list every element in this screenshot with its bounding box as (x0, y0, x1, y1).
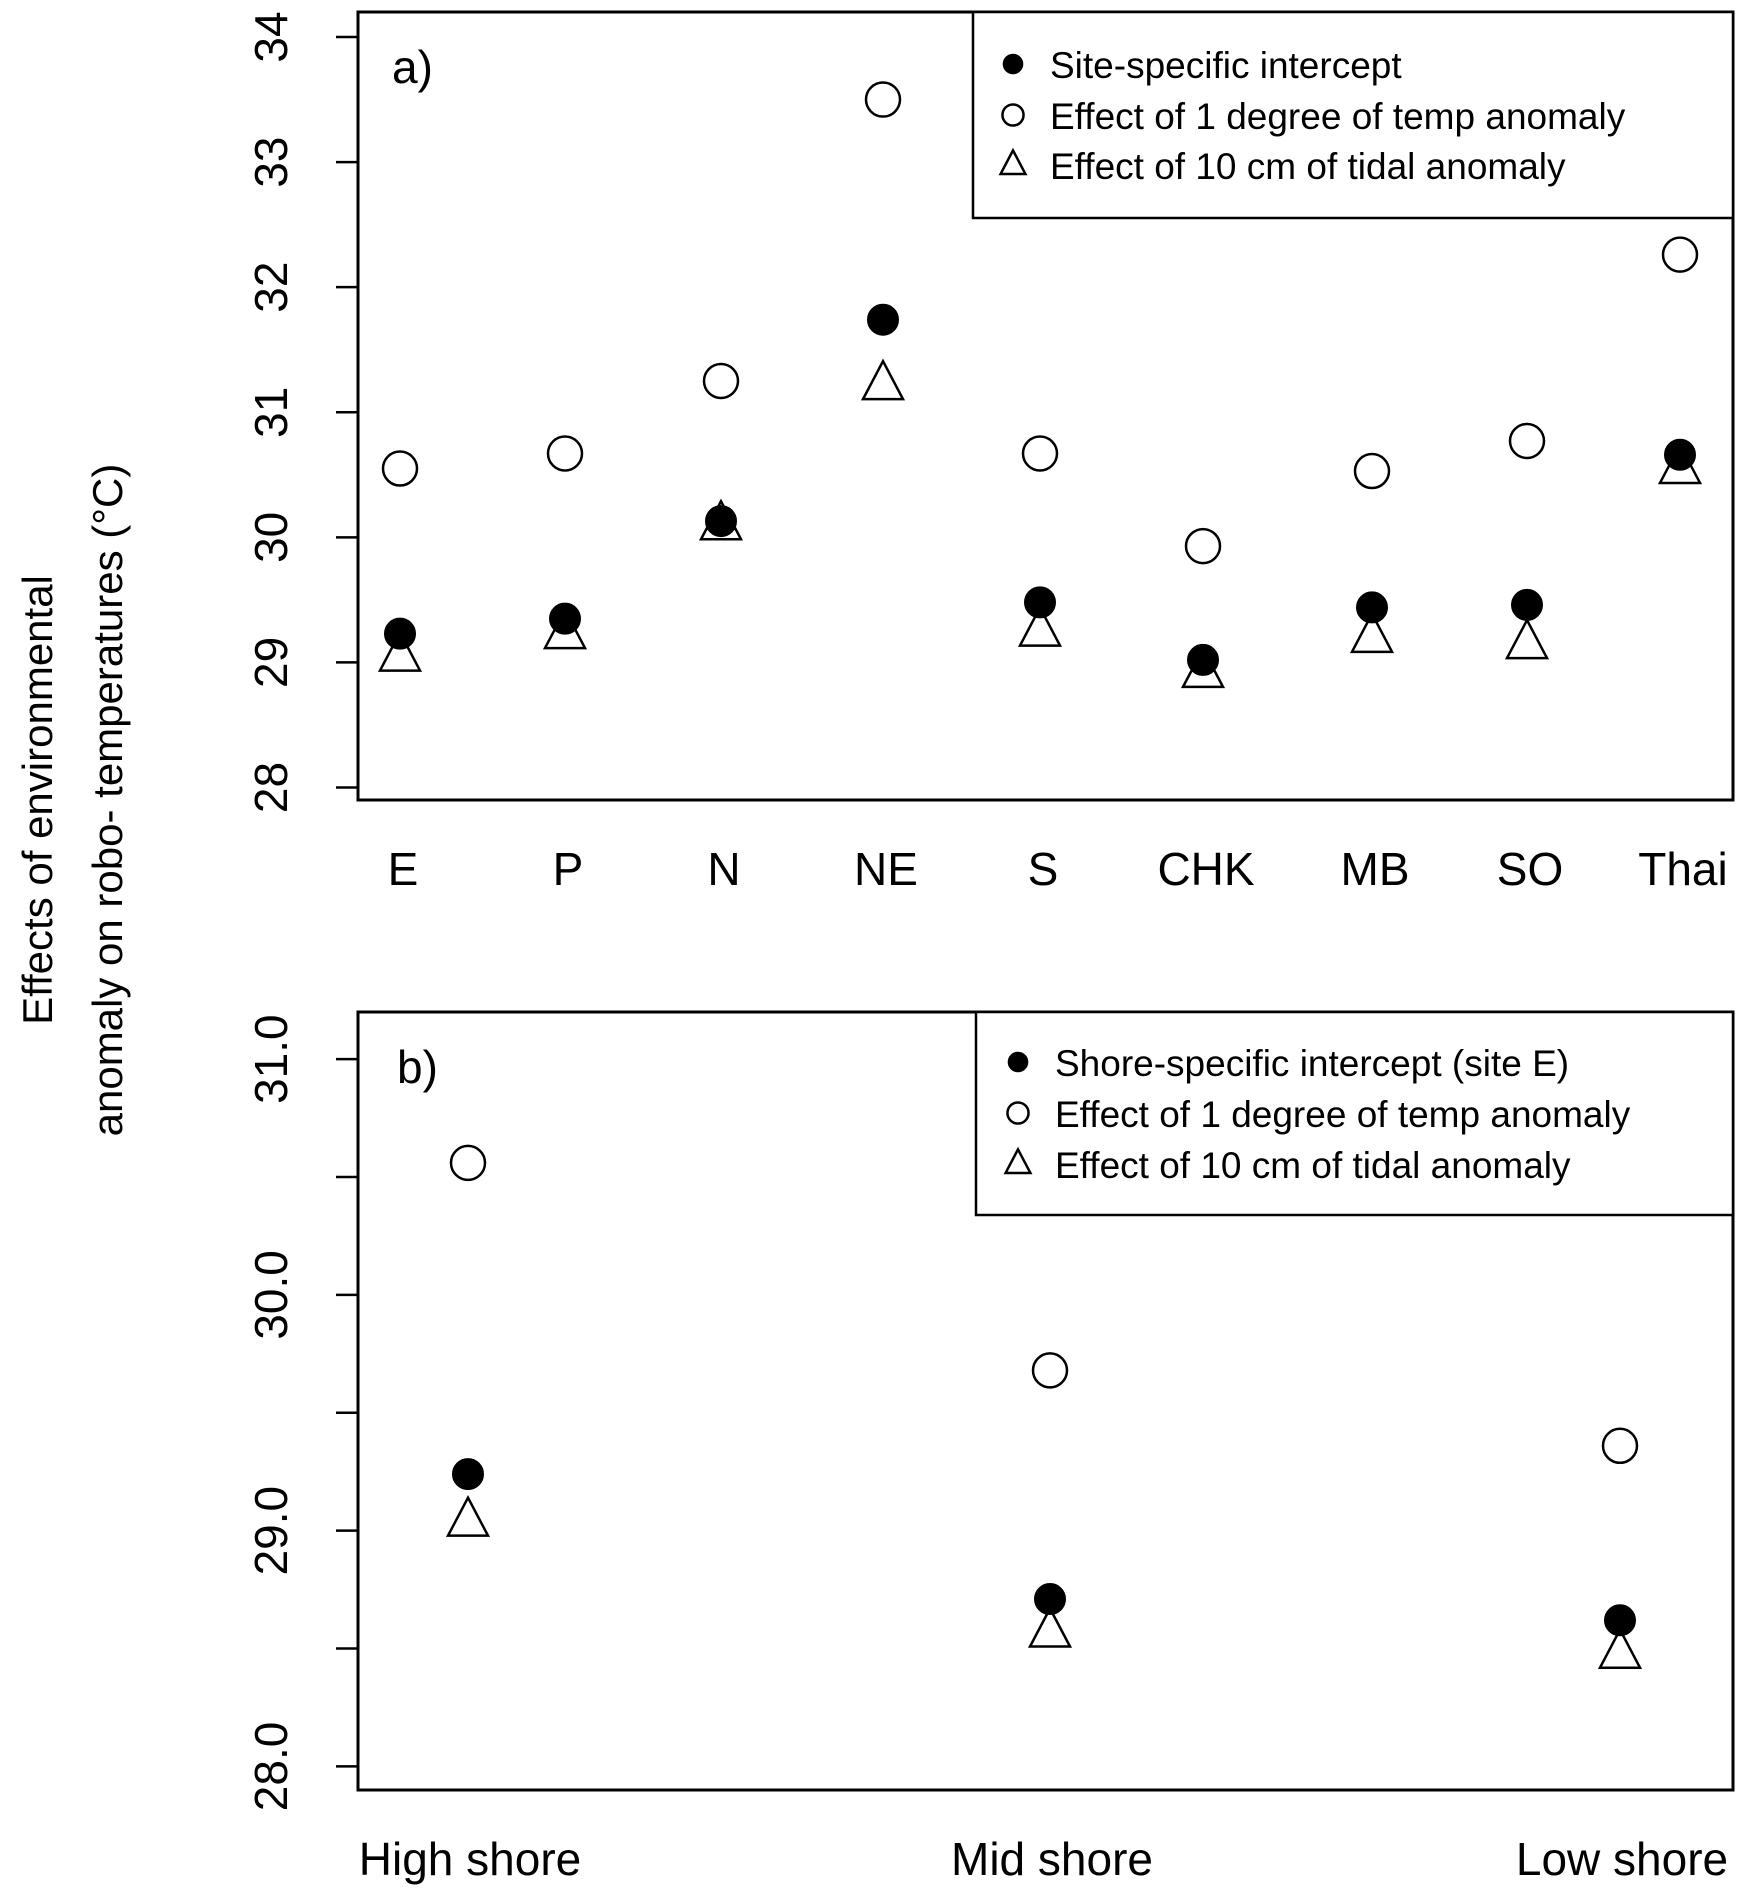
data-point-open-circle (1021, 435, 1059, 472)
series-1 (452, 1458, 1636, 1637)
data-point-open-circle (381, 450, 419, 487)
data-point-filled-circle (1187, 643, 1219, 676)
series-3 (377, 358, 1703, 689)
y-axis-title-line-2: anomaly on robo- temperatures (°C) (84, 464, 131, 1137)
data-point-open-circle (1601, 1427, 1639, 1465)
x-category-label: High shore (359, 1833, 581, 1885)
legend-entry-label: Effect of 10 cm of tidal anomaly (1050, 146, 1566, 187)
data-point-filled-circle (1664, 438, 1696, 471)
panel-b: 28.0 29.0 30.0 31.0 High shore Mid shore Low s… (245, 1010, 1735, 1885)
y-tick-label: 32 (245, 262, 297, 313)
x-category-label: Low shore (1516, 1833, 1728, 1885)
data-point-filled-circle (867, 303, 899, 336)
legend-marker-open-triangle (1003, 1146, 1033, 1175)
legend-entry-label: Effect of 10 cm of tidal anomaly (1055, 1145, 1571, 1186)
data-point-open-circle (864, 81, 902, 118)
x-category-label: Thai (1638, 843, 1727, 895)
x-category-label: P (553, 843, 584, 895)
legend-entry-label: Shore-specific intercept (site E) (1055, 1043, 1569, 1084)
data-point-open-triangle (542, 607, 588, 650)
x-category-label: NE (854, 843, 918, 895)
legend-entry-label: Site-specific intercept (1050, 45, 1402, 86)
data-point-open-triangle (1017, 604, 1063, 647)
data-point-open-triangle (1657, 442, 1703, 485)
y-tick-label: 33 (245, 137, 297, 188)
y-tick-label: 31.0 (245, 1014, 297, 1104)
data-point-open-circle (1184, 527, 1222, 565)
x-category-label: SO (1497, 843, 1563, 895)
y-tick-label: 29.0 (245, 1486, 297, 1576)
data-point-open-triangle (1027, 1605, 1073, 1648)
y-tick-label: 29 (245, 637, 297, 688)
data-point-open-circle (1508, 422, 1546, 460)
x-category-label: E (388, 843, 419, 895)
data-point-open-triangle (698, 498, 744, 541)
data-point-open-circle (1661, 236, 1699, 273)
panel-label: b) (397, 1041, 438, 1093)
legend-marker-filled-circle (1007, 1051, 1029, 1073)
x-category-label: MB (1341, 843, 1410, 895)
data-point-filled-circle (1034, 1583, 1066, 1616)
series-2 (381, 81, 1699, 565)
series-1 (384, 303, 1696, 676)
series-2 (449, 1144, 1639, 1465)
legend-box (971, 10, 1735, 220)
panel-label: a) (392, 41, 433, 93)
y-tick-label: 31 (245, 387, 297, 438)
legend-entry-label: Effect of 1 degree of temp anomaly (1055, 1094, 1631, 1135)
y-tick-label: 34 (245, 11, 297, 62)
x-category-label: Mid shore (951, 1833, 1153, 1885)
x-category-label: S (1028, 843, 1059, 895)
data-point-open-triangle (860, 358, 906, 401)
legend-entry-label: Effect of 1 degree of temp anomaly (1050, 96, 1626, 137)
data-point-filled-circle (1024, 586, 1056, 619)
y-tick-label: 28.0 (245, 1722, 297, 1812)
data-point-open-circle (449, 1144, 487, 1182)
data-point-open-triangle (1349, 611, 1395, 654)
legend-marker-open-circle (1006, 1101, 1030, 1125)
y-axis-title-line-1: Effects of environmental (14, 575, 61, 1025)
data-point-open-triangle (445, 1494, 491, 1537)
y-tick-label: 30 (245, 512, 297, 563)
data-point-filled-circle (1604, 1604, 1636, 1637)
data-point-open-circle (1031, 1352, 1069, 1389)
y-tick-label: 28 (245, 762, 297, 813)
data-point-filled-circle (1511, 588, 1543, 621)
data-point-open-triangle (1180, 646, 1226, 689)
data-point-open-circle (702, 362, 740, 400)
legend-marker-open-circle (1001, 103, 1025, 127)
data-point-open-circle (1353, 452, 1391, 490)
x-category-label: N (707, 843, 740, 895)
data-point-open-circle (546, 435, 584, 472)
data-point-filled-circle (1356, 591, 1388, 624)
panel-a: 28 29 30 31 32 33 34 E P N NE S CHK MB SO Thai a) Site-sp… (245, 10, 1735, 895)
data-point-open-triangle (1597, 1627, 1643, 1669)
legend-box (974, 1010, 1735, 1217)
legend-marker-filled-circle (1002, 53, 1024, 75)
series-3 (445, 1494, 1643, 1669)
legend-marker-open-triangle (998, 147, 1028, 176)
data-point-open-triangle (1504, 617, 1550, 660)
data-point-filled-circle (452, 1458, 484, 1491)
y-tick-label: 30.0 (245, 1250, 297, 1340)
y-axis-title: Effects of environmental anomaly on robo… (14, 464, 131, 1137)
x-category-label: CHK (1157, 843, 1254, 895)
data-point-open-triangle (377, 629, 423, 672)
